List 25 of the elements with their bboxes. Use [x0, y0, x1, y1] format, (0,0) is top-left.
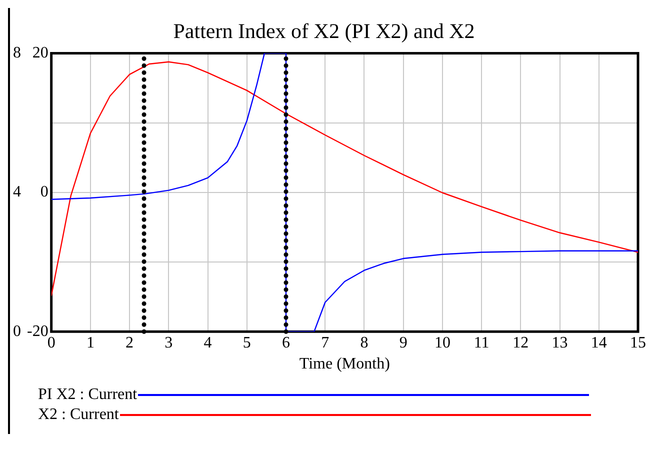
x-tick-label: 7 [321, 334, 330, 352]
x-tick-label: 5 [242, 334, 251, 352]
chart-title: Pattern Index of X2 (PI X2) and X2 [173, 19, 475, 44]
x-tick-label: 15 [630, 334, 646, 352]
x-tick-label: 12 [512, 334, 529, 352]
x-tick-label: 3 [164, 334, 173, 352]
y-tick-label: 20 [32, 44, 48, 62]
x-tick-label: 10 [434, 334, 450, 352]
x-tick-label: 2 [126, 334, 134, 352]
x-tick-label: 6 [282, 334, 290, 352]
y2-tick-label: 4 [13, 184, 21, 201]
y2-tick-label: 0 [13, 322, 21, 340]
x-tick-label: 9 [399, 334, 408, 352]
y-tick-label: 0 [40, 184, 48, 201]
x-tick-label: 11 [474, 334, 490, 352]
legend-label: X2 : Current [38, 406, 119, 424]
x-tick-label: 13 [552, 334, 568, 352]
x-axis-title: Time (Month) [299, 356, 390, 373]
y-tick-label: -20 [27, 322, 48, 340]
y2-tick-label: 8 [13, 44, 21, 62]
x-tick-label: 8 [360, 334, 368, 352]
legend-label: PI X2 : Current [38, 386, 138, 404]
x-tick-label: 14 [590, 334, 607, 352]
x-tick-label: 4 [204, 334, 212, 352]
x-tick-label: 1 [86, 334, 94, 352]
